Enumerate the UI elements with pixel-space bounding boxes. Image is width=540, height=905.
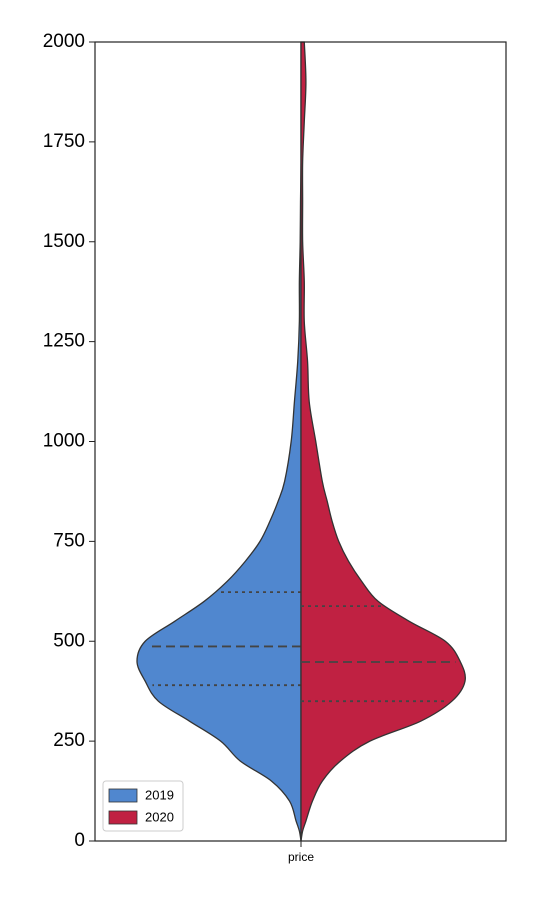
y-tick-label: 1500 — [43, 231, 85, 252]
legend-swatch — [108, 810, 138, 825]
y-tick-label: 500 — [53, 630, 85, 651]
legend-label: 2020 — [145, 809, 174, 824]
y-tick-label: 0 — [74, 830, 85, 851]
y-tick-label: 250 — [53, 730, 85, 751]
y-tick-label: 1000 — [43, 431, 85, 452]
y-tick-label: 2000 — [43, 31, 85, 52]
y-tick-label: 750 — [53, 530, 85, 551]
violin-half — [136, 42, 302, 842]
y-tick-label: 1250 — [43, 331, 85, 352]
y-tick-label: 1750 — [43, 131, 85, 152]
legend-swatch — [108, 788, 138, 803]
x-tick-label: price — [288, 850, 314, 864]
violin-half — [300, 41, 466, 842]
legend-label: 2019 — [145, 787, 174, 802]
